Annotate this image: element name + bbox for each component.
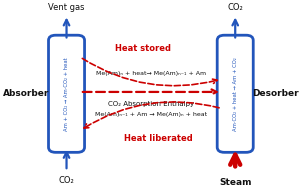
Text: Am + CO₂ → Am·CO₂ + heat: Am + CO₂ → Am·CO₂ + heat — [64, 57, 69, 131]
Text: Am·CO₂ + heat → Am + CO₂: Am·CO₂ + heat → Am + CO₂ — [233, 57, 238, 131]
Text: Vent gas: Vent gas — [48, 3, 85, 12]
Text: Absorber: Absorber — [3, 89, 49, 98]
FancyBboxPatch shape — [49, 35, 85, 152]
Text: Me(Am)ₙ₋₁ + Am → Me(Am)ₙ + heat: Me(Am)ₙ₋₁ + Am → Me(Am)ₙ + heat — [95, 112, 207, 117]
Text: CO₂: CO₂ — [59, 176, 74, 185]
FancyBboxPatch shape — [217, 35, 253, 152]
Text: Heat liberated: Heat liberated — [124, 134, 193, 143]
Text: Heat stored: Heat stored — [115, 44, 171, 53]
Text: Me(Am)ₙ + heat→ Me(Am)ₙ₋₁ + Am: Me(Am)ₙ + heat→ Me(Am)ₙ₋₁ + Am — [96, 71, 206, 76]
Text: Steam: Steam — [219, 178, 252, 187]
Text: Desorber: Desorber — [252, 89, 299, 98]
Text: CO₂ Absorption Enthalpy: CO₂ Absorption Enthalpy — [108, 101, 194, 107]
Text: CO₂: CO₂ — [227, 3, 243, 12]
